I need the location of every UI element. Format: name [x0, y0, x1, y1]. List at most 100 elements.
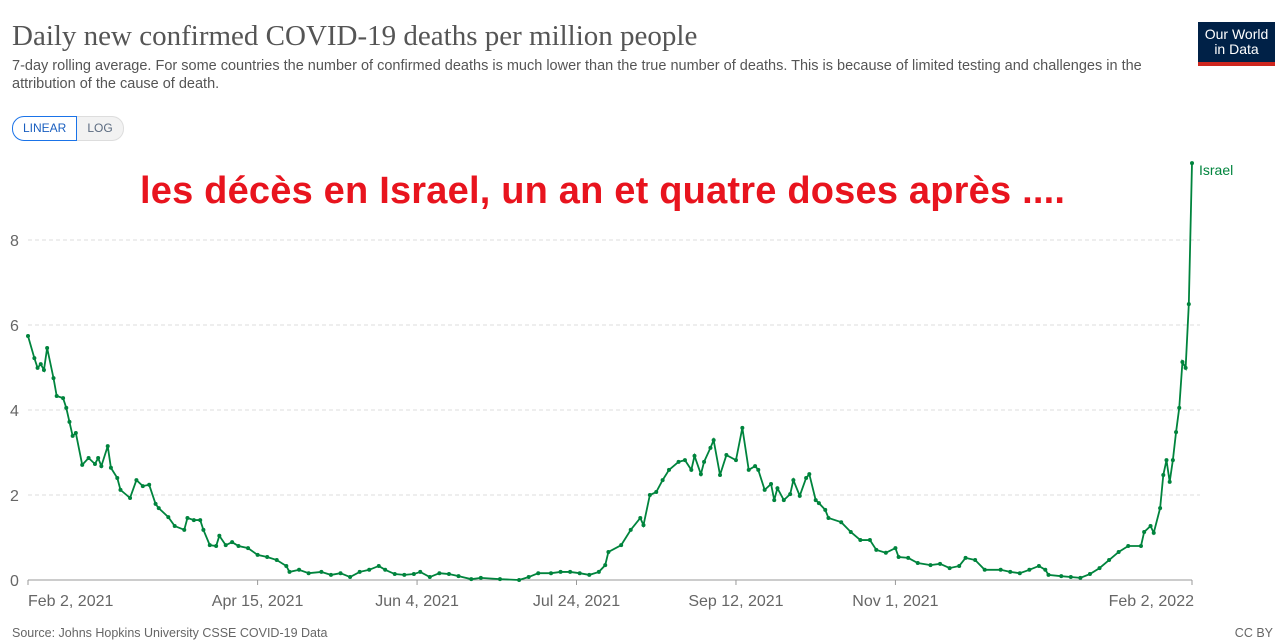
data-point [568, 569, 573, 574]
data-point [746, 467, 751, 472]
series-label-israel: Israel [1199, 162, 1233, 178]
data-point [874, 547, 879, 552]
data-point [1170, 458, 1175, 463]
data-point [99, 464, 104, 469]
log-button[interactable]: LOG [77, 116, 124, 141]
data-point [963, 555, 968, 560]
data-point [641, 523, 646, 528]
data-point [297, 567, 302, 572]
data-point [893, 546, 898, 551]
data-point [383, 567, 388, 572]
data-point [418, 569, 423, 574]
data-point [1027, 567, 1032, 572]
data-point [357, 569, 362, 574]
data-point [957, 563, 962, 568]
data-point [666, 467, 671, 472]
data-point [791, 478, 796, 483]
y-tick-label: 0 [10, 573, 19, 590]
data-point [1164, 458, 1169, 463]
data-point [61, 396, 66, 401]
data-point [147, 482, 152, 487]
data-point [140, 484, 145, 489]
data-point [265, 555, 270, 560]
data-point [1116, 549, 1121, 554]
data-point [606, 549, 611, 554]
data-point [96, 456, 101, 461]
data-point [1087, 572, 1092, 577]
x-tick-label: Sep 12, 2021 [688, 593, 783, 610]
data-point [469, 577, 474, 582]
data-point [1186, 302, 1191, 307]
license-text[interactable]: CC BY [1234, 626, 1273, 640]
data-point [788, 492, 793, 497]
data-point [201, 527, 206, 532]
data-point [172, 524, 177, 529]
data-point [246, 546, 251, 551]
data-point [826, 515, 831, 520]
data-point [708, 445, 713, 450]
owid-logo[interactable]: Our World in Data [1198, 22, 1275, 66]
data-point [628, 527, 633, 532]
data-point [376, 563, 381, 568]
data-point [781, 498, 786, 503]
data-point [692, 453, 697, 458]
data-point [998, 567, 1003, 572]
data-point [1190, 161, 1194, 166]
data-point [1180, 359, 1185, 364]
data-point [217, 533, 222, 538]
data-point [92, 461, 97, 466]
data-point [928, 563, 933, 568]
data-point [839, 520, 844, 525]
data-point [1142, 529, 1147, 534]
data-point [274, 558, 279, 563]
data-point [775, 486, 780, 491]
data-point [517, 578, 522, 582]
data-point [1138, 544, 1143, 548]
data-point [41, 368, 46, 373]
data-point [848, 529, 853, 534]
data-point [823, 507, 828, 512]
data-point [1177, 405, 1182, 410]
data-point [724, 453, 729, 458]
data-point [255, 552, 260, 557]
data-point [647, 493, 652, 497]
data-point [702, 459, 707, 464]
data-point [236, 544, 241, 548]
data-point [558, 569, 563, 574]
data-point [947, 566, 952, 571]
data-point [156, 506, 161, 511]
data-point [287, 569, 292, 574]
data-point [858, 538, 863, 543]
data-point [64, 405, 69, 410]
linear-button[interactable]: LINEAR [12, 116, 78, 141]
data-point [73, 430, 78, 435]
data-point [711, 438, 716, 443]
data-point [80, 462, 85, 467]
data-point [367, 567, 372, 572]
data-point [198, 518, 203, 523]
data-point [896, 555, 901, 560]
data-point [772, 498, 777, 503]
data-point [762, 487, 767, 492]
data-point [328, 572, 333, 577]
data-point [392, 572, 397, 577]
data-point [1167, 479, 1172, 484]
data-point [807, 472, 812, 477]
data-point [1151, 530, 1156, 535]
data-point [718, 473, 723, 478]
data-point [402, 572, 407, 577]
data-point [284, 563, 289, 568]
data-point [1059, 574, 1064, 579]
data-point [660, 478, 665, 483]
data-point [191, 518, 196, 523]
y-tick-label: 8 [10, 233, 19, 250]
data-point [797, 493, 802, 498]
chart-subtitle: 7-day rolling average. For some countrie… [12, 58, 1142, 92]
y-tick-label: 2 [10, 488, 19, 505]
y-tick-label: 6 [10, 318, 19, 335]
data-point [676, 459, 681, 464]
source-text[interactable]: Source: Johns Hopkins University CSSE CO… [12, 626, 328, 640]
data-point [1148, 524, 1153, 529]
data-point [689, 467, 694, 472]
